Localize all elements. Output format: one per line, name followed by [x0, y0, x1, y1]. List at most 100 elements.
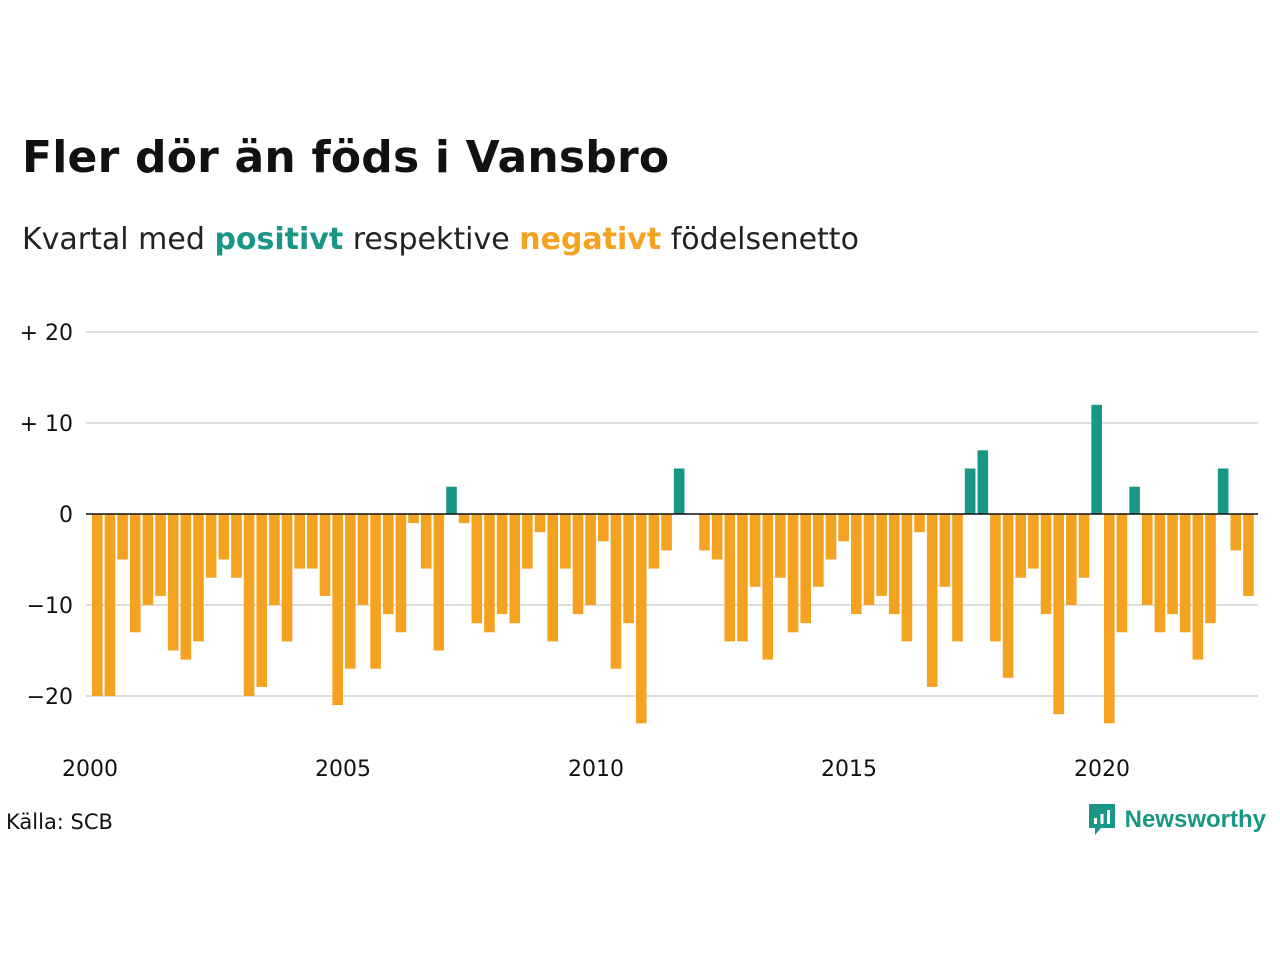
bar-negative	[749, 514, 761, 587]
bar-positive	[977, 450, 989, 514]
bar-negative	[345, 514, 356, 669]
y-tick-label: + 20	[20, 321, 73, 346]
y-tick-label: −20	[27, 685, 73, 710]
bar-negative	[92, 514, 103, 696]
bar-positive	[964, 468, 976, 514]
bar-negative	[1066, 514, 1077, 605]
bar-negative	[787, 514, 799, 633]
bar-negative	[534, 514, 546, 533]
y-axis-labels: + 20 + 10 0 −10 −20	[20, 321, 73, 710]
bar-negative	[294, 514, 305, 569]
bar-negative	[382, 514, 394, 615]
legend-negative: negativt	[519, 222, 662, 257]
bar-negative	[1015, 514, 1027, 578]
x-tick-label: 2020	[1074, 757, 1130, 782]
bar-negative	[610, 514, 622, 669]
bar-negative	[1154, 514, 1166, 633]
bar-negative	[939, 514, 951, 587]
bar-negative	[231, 514, 242, 578]
bar-negative	[1053, 514, 1064, 715]
bar-negative	[952, 514, 963, 642]
bar-positive	[446, 486, 457, 514]
bar-negative	[737, 514, 748, 642]
bar-negative	[281, 514, 293, 642]
bar-negative	[825, 514, 837, 560]
brand-name: Newsworthy	[1124, 806, 1266, 833]
bar-negative	[319, 514, 331, 596]
bar-negative	[243, 514, 255, 696]
bar-negative	[1192, 514, 1204, 660]
bar-negative	[1028, 514, 1039, 569]
bar-negative	[724, 514, 736, 642]
bar-negative	[572, 514, 584, 615]
bar-negative	[800, 514, 811, 624]
bar-negative	[458, 514, 470, 524]
bar-negative	[104, 514, 116, 696]
bar-negative	[585, 514, 596, 605]
bar-negative	[1078, 514, 1090, 578]
bar-negative	[635, 514, 647, 724]
x-tick-label: 2010	[568, 757, 624, 782]
subtitle-prefix: Kvartal med	[22, 222, 205, 257]
y-tick-label: + 10	[20, 412, 73, 437]
bar-negative	[155, 514, 166, 596]
bar-positive	[1091, 404, 1102, 514]
bar-negative	[167, 514, 179, 651]
chart-title: Fler dör än föds i Vansbro	[22, 132, 670, 183]
bar-negative	[180, 514, 192, 660]
bar-negative	[395, 514, 407, 633]
bar-negative	[522, 514, 533, 569]
newsworthy-logo-icon	[1088, 804, 1115, 835]
bars	[92, 404, 1254, 724]
subtitle-suffix: födelsenetto	[670, 222, 859, 257]
bar-negative	[1230, 514, 1242, 551]
bar-negative	[901, 514, 913, 642]
x-axis-labels: 2000 2005 2010 2015 2020	[62, 757, 1130, 782]
bar-negative	[357, 514, 369, 605]
bar-negative	[711, 514, 723, 560]
bar-negative	[699, 514, 710, 551]
bar-negative	[509, 514, 521, 624]
bar-negative	[762, 514, 774, 660]
bar-negative	[370, 514, 381, 669]
bar-negative	[775, 514, 786, 578]
bar-positive	[1217, 468, 1229, 514]
bar-negative	[1179, 514, 1191, 633]
bar-negative	[433, 514, 445, 651]
bar-negative	[914, 514, 925, 533]
bar-negative	[218, 514, 230, 560]
bar-negative	[496, 514, 508, 615]
bar-negative	[813, 514, 824, 587]
subtitle-middle: respektive	[352, 222, 510, 257]
bar-negative	[926, 514, 938, 687]
bar-negative	[332, 514, 343, 706]
bar-negative	[307, 514, 318, 569]
x-tick-label: 2015	[821, 757, 877, 782]
bar-negative	[1167, 514, 1178, 615]
bar-negative	[1141, 514, 1153, 605]
legend-positive: positivt	[214, 222, 344, 257]
bar-negative	[648, 514, 660, 569]
x-tick-label: 2000	[62, 757, 118, 782]
bar-negative	[838, 514, 849, 542]
bar-negative	[1002, 514, 1014, 678]
bar-negative	[560, 514, 571, 569]
bar-negative	[484, 514, 495, 633]
bar-negative	[193, 514, 204, 642]
bar-positive	[1129, 486, 1140, 514]
bar-negative	[876, 514, 887, 596]
y-tick-label: 0	[59, 503, 73, 528]
bar-negative	[420, 514, 432, 569]
bar-negative	[1243, 514, 1254, 596]
source-note: Källa: SCB	[6, 810, 113, 834]
chart-subtitle: Kvartal med positivt respektive negativt…	[22, 222, 859, 257]
bar-negative	[1116, 514, 1128, 633]
bar-negative	[129, 514, 141, 633]
bar-negative	[205, 514, 217, 578]
bar-negative	[547, 514, 558, 642]
bar-negative	[851, 514, 862, 615]
x-tick-label: 2005	[315, 757, 371, 782]
bar-negative	[269, 514, 280, 605]
y-tick-label: −10	[27, 594, 73, 619]
bar-negative	[661, 514, 672, 551]
